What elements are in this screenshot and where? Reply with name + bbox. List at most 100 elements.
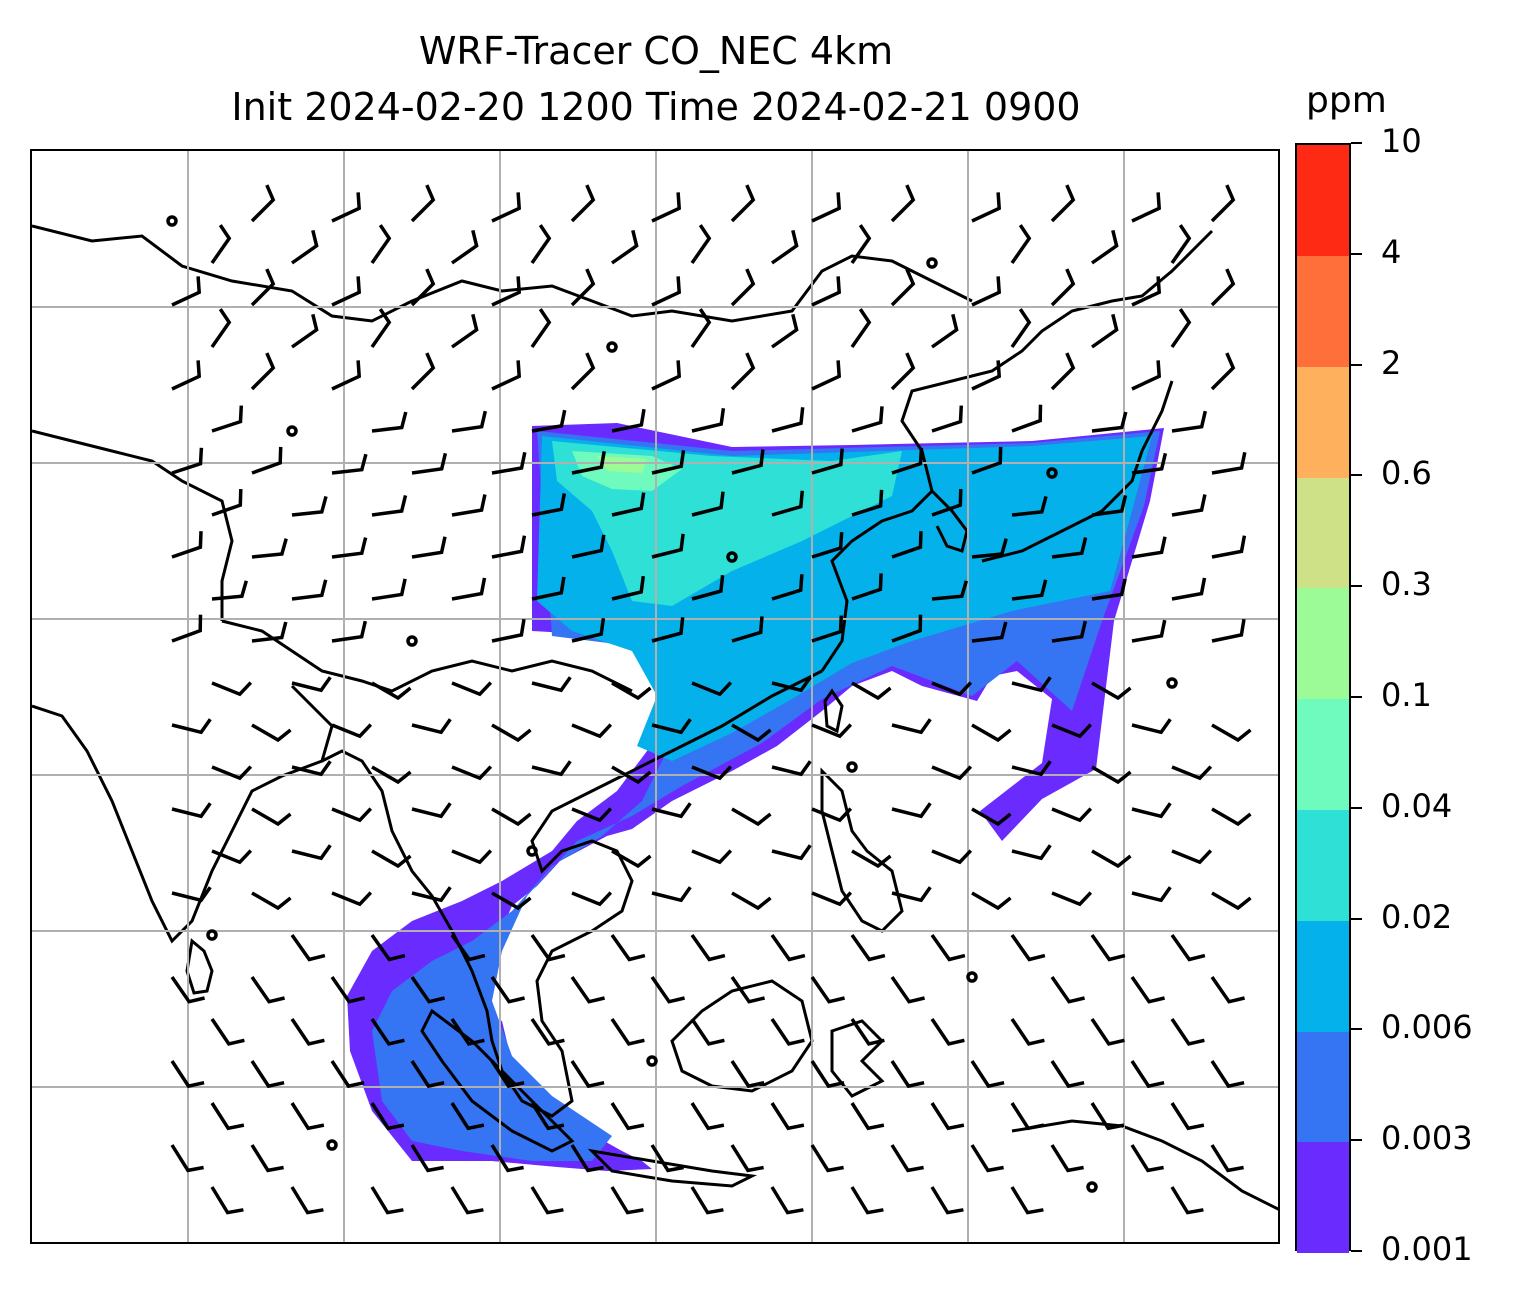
wind-barb — [1010, 1102, 1045, 1131]
calm-wind-marker — [966, 971, 978, 983]
wind-barb — [171, 360, 202, 391]
colorbar-segment — [1297, 1142, 1349, 1254]
wind-barb — [1211, 807, 1252, 827]
colorbar-tick-label: 0.001 — [1381, 1230, 1473, 1268]
wind-barb — [850, 1018, 885, 1046]
wind-barb — [890, 352, 916, 391]
wind-barb — [1010, 1018, 1045, 1046]
wind-barb — [570, 268, 596, 307]
wind-barb — [370, 224, 392, 265]
wind-barb — [1091, 578, 1127, 601]
wind-barb — [1011, 676, 1052, 693]
coastline-taiwan — [823, 688, 844, 734]
colorbar-segment — [1297, 1031, 1349, 1143]
colorbar-segment — [1297, 920, 1349, 1032]
calm-wind-marker — [166, 215, 178, 227]
wind-barb — [731, 449, 765, 475]
wind-barb — [971, 807, 1012, 827]
colorbar-unit: ppm — [1306, 80, 1387, 121]
wind-barb — [291, 579, 328, 601]
wind-barb — [970, 1144, 1004, 1173]
wind-barb — [250, 352, 276, 391]
wind-barb — [250, 976, 286, 1004]
wind-barb — [811, 891, 853, 907]
wind-barb — [1170, 224, 1192, 265]
wind-barb — [810, 976, 846, 1004]
colorbar-tick-label: 0.6 — [1381, 454, 1432, 493]
border-china-west — [32, 429, 234, 621]
border-russia-china — [32, 224, 973, 323]
colorbar-tick-label: 0.3 — [1381, 565, 1432, 604]
wind-barb — [570, 184, 596, 223]
map-canvas — [32, 151, 1278, 1242]
colorbar-tick — [1351, 1139, 1362, 1142]
wind-barb — [291, 495, 328, 517]
border-china-south — [221, 619, 633, 693]
wind-barb — [1091, 681, 1132, 701]
wind-barb — [811, 192, 842, 223]
wind-barb — [691, 765, 733, 781]
wind-barb — [611, 765, 652, 785]
wind-barb — [370, 1102, 405, 1131]
wind-barb — [411, 452, 448, 475]
colorbar-segment — [1297, 145, 1349, 256]
colorbar-tick — [1351, 585, 1362, 588]
wind-barb — [971, 192, 1002, 223]
wind-barb — [331, 807, 373, 823]
wind-barb — [250, 1144, 284, 1173]
wind-barb — [530, 1018, 565, 1046]
wind-barb — [1171, 849, 1213, 865]
wind-barb — [531, 576, 566, 601]
wind-barb — [530, 224, 552, 265]
wind-barb — [1131, 276, 1162, 307]
wind-barb — [570, 352, 596, 391]
wind-barb — [970, 1060, 1005, 1089]
wind-barb — [810, 1060, 845, 1089]
wind-barb — [1090, 229, 1119, 265]
calm-wind-marker — [1046, 467, 1058, 479]
wind-barb — [971, 276, 1002, 307]
wind-barb — [611, 681, 652, 701]
colorbar-tick — [1351, 252, 1362, 255]
wind-barb — [451, 765, 493, 781]
wind-barb — [1011, 844, 1052, 861]
wind-barb — [651, 450, 686, 475]
wind-barb — [571, 807, 613, 823]
wind-barb — [530, 1186, 564, 1215]
wind-barb — [530, 933, 566, 962]
wind-barb — [651, 886, 692, 903]
colorbar-segment — [1297, 588, 1349, 700]
wind-barb — [1090, 933, 1126, 962]
wind-barb — [450, 1186, 484, 1215]
wind-barb — [530, 1102, 565, 1131]
map-panel — [30, 149, 1280, 1244]
wind-barb — [290, 229, 319, 265]
wind-barb — [811, 531, 844, 559]
wind-barb — [651, 192, 682, 223]
wind-barb — [491, 807, 532, 827]
wind-barb — [691, 575, 725, 601]
wind-barb — [930, 1018, 965, 1046]
wind-barb — [1211, 618, 1246, 643]
wind-barb — [331, 537, 368, 559]
wind-barb — [971, 360, 1002, 391]
wind-barb — [250, 268, 276, 307]
wind-barb — [171, 886, 212, 903]
calm-wind-marker — [606, 341, 618, 353]
wind-barb — [851, 573, 883, 601]
wind-barb — [410, 1144, 444, 1173]
wind-barb — [210, 1186, 244, 1215]
wind-barb — [930, 1186, 964, 1215]
wind-barb — [1131, 619, 1167, 643]
wind-barb — [931, 849, 973, 865]
wind-barb — [731, 616, 764, 643]
wind-barb — [491, 360, 522, 391]
colorbar-segment — [1297, 366, 1349, 478]
wind-barb — [290, 1018, 325, 1046]
wind-barb — [850, 224, 872, 265]
wind-barb — [330, 1060, 365, 1089]
wind-barb — [1131, 360, 1162, 391]
wind-barb — [1011, 760, 1052, 777]
wind-barb — [491, 535, 527, 559]
wind-barb — [570, 1144, 604, 1173]
